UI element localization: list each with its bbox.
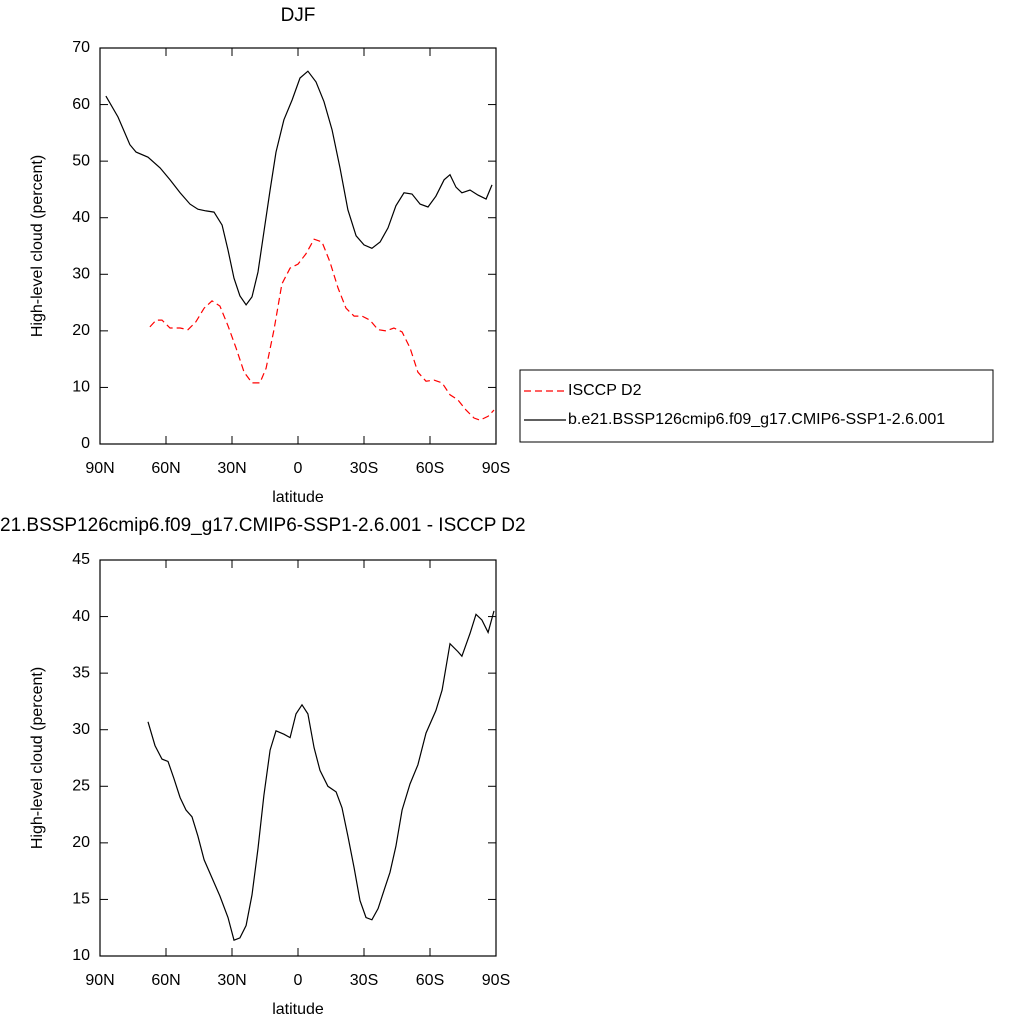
y-tick-label: 35 (72, 664, 90, 681)
y-axis-label: High-level cloud (percent) (29, 667, 46, 849)
y-tick-label: 10 (72, 947, 90, 964)
y-tick-label: 0 (81, 435, 90, 452)
chart-title: 21.BSSP126cmip6.f09_g17.CMIP6-SSP1-2.6.0… (0, 515, 526, 536)
y-tick-label: 40 (72, 209, 90, 226)
x-tick-label: 90S (482, 460, 510, 477)
y-tick-label: 45 (72, 551, 90, 568)
y-tick-label: 20 (72, 834, 90, 851)
y-tick-label: 60 (72, 96, 90, 113)
x-tick-label: 30S (350, 972, 378, 989)
data-line (105, 70, 493, 306)
x-tick-label: 60N (151, 972, 180, 989)
y-tick-label: 10 (72, 379, 90, 396)
x-tick-label: 60S (416, 972, 444, 989)
x-tick-label: 30S (350, 460, 378, 477)
x-axis-label: latitude (272, 489, 324, 506)
data-line (149, 238, 495, 421)
x-tick-label: 60S (416, 460, 444, 477)
y-tick-label: 40 (72, 608, 90, 625)
y-tick-label: 30 (72, 721, 90, 738)
x-tick-label: 60N (151, 460, 180, 477)
plot-frame (99, 559, 497, 957)
y-axis-label: High-level cloud (percent) (29, 155, 46, 337)
legend: ISCCP D2 b.e21.BSSP126cmip6.f09_g17.CMIP6… (519, 369, 994, 443)
x-tick-label: 0 (294, 460, 303, 477)
legend-label: b.e21.BSSP126cmip6.f09_g17.CMIP6-SSP1-2.… (568, 411, 945, 428)
chart-title: DJF (281, 5, 316, 26)
data-line (147, 610, 495, 942)
x-tick-label: 90N (85, 972, 114, 989)
y-tick-label: 25 (72, 778, 90, 795)
y-tick-label: 70 (72, 39, 90, 56)
legend-label: ISCCP D2 (568, 382, 642, 399)
x-tick-label: 30N (217, 460, 246, 477)
y-tick-label: 15 (72, 891, 90, 908)
x-tick-label: 90S (482, 972, 510, 989)
x-axis-label: latitude (272, 1001, 324, 1018)
x-tick-label: 0 (294, 972, 303, 989)
x-tick-label: 90N (85, 460, 114, 477)
legend-box (519, 369, 994, 443)
y-tick-label: 30 (72, 266, 90, 283)
y-tick-label: 20 (72, 322, 90, 339)
plot-frame (99, 47, 497, 445)
x-tick-label: 30N (217, 972, 246, 989)
y-tick-label: 50 (72, 152, 90, 169)
